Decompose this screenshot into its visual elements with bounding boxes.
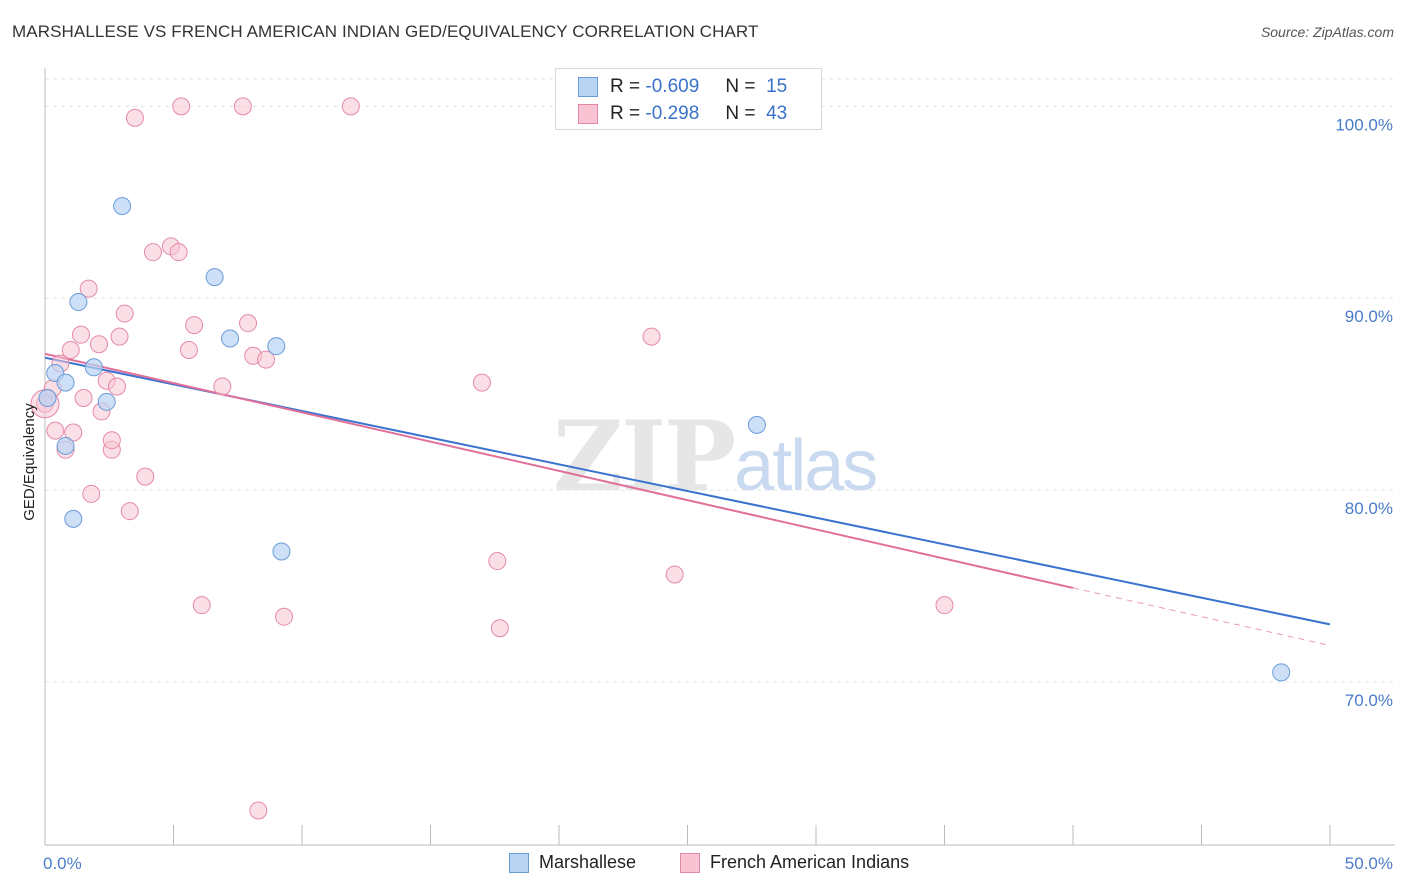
legend-swatch-french-american-indians	[578, 104, 598, 124]
x-tick-label-max: 50.0%	[1345, 854, 1393, 873]
legend-swatch-marshallese	[578, 77, 598, 97]
y-tick-label: 70.0%	[1345, 691, 1393, 710]
legend-item-marshallese[interactable]: Marshallese	[509, 852, 636, 873]
point-marshallese	[97, 392, 116, 411]
point-french-american-indians	[102, 431, 121, 450]
point-french-american-indians	[120, 502, 139, 521]
point-french-american-indians	[490, 619, 509, 638]
point-marshallese	[113, 197, 132, 216]
legend-n-label: N =	[725, 76, 756, 97]
point-french-american-indians	[233, 97, 252, 116]
point-french-american-indians	[74, 388, 93, 407]
axes	[44, 68, 1395, 846]
point-marshallese	[272, 542, 291, 561]
legend-r-label: R =	[610, 76, 641, 97]
point-marshallese	[747, 415, 766, 434]
point-french-american-indians	[257, 350, 276, 369]
point-french-american-indians	[125, 108, 144, 127]
point-french-american-indians	[192, 596, 211, 615]
point-marshallese	[1272, 663, 1291, 682]
series-legend: Marshallese French American Indians	[0, 852, 1406, 876]
point-french-american-indians	[61, 341, 80, 360]
point-french-american-indians	[275, 607, 294, 626]
point-marshallese	[64, 509, 83, 528]
point-french-american-indians	[136, 467, 155, 486]
point-french-american-indians	[472, 373, 491, 392]
legend-label-marshallese: Marshallese	[539, 852, 637, 872]
legend-row-french-american-indians: R = -0.298 N = 43	[578, 102, 787, 126]
point-french-american-indians	[71, 325, 90, 344]
correlation-legend: R = -0.609 N = 15 R = -0.298 N = 43	[555, 68, 822, 130]
point-french-american-indians	[185, 316, 204, 335]
point-french-american-indians	[239, 314, 258, 333]
point-french-american-indians	[179, 341, 198, 360]
point-french-american-indians	[143, 243, 162, 262]
point-marshallese	[38, 388, 57, 407]
point-marshallese	[205, 268, 224, 287]
legend-row-marshallese: R = -0.609 N = 15	[578, 75, 787, 99]
legend-n-value: 15	[766, 76, 788, 97]
y-tick-label: 100.0%	[1335, 115, 1393, 134]
point-french-american-indians	[172, 97, 191, 116]
legend-n-value: 43	[766, 103, 788, 124]
legend-swatch-french-american-indians	[680, 852, 700, 873]
point-french-american-indians	[79, 279, 98, 298]
point-french-american-indians	[665, 565, 684, 584]
y-tick-label: 80.0%	[1345, 499, 1393, 518]
point-french-american-indians	[64, 423, 83, 442]
point-marshallese	[267, 337, 286, 356]
tick-labels: 70.0% 80.0% 90.0% 100.0% 0.0% 50.0%	[43, 115, 1393, 873]
legend-swatch-marshallese	[509, 852, 529, 873]
source-credit: Source: ZipAtlas.com	[1260, 24, 1394, 40]
point-marshallese	[56, 373, 75, 392]
point-french-american-indians	[169, 243, 188, 262]
legend-item-french-american-indians[interactable]: French American Indians	[680, 852, 909, 873]
data-points	[30, 97, 1291, 820]
point-french-american-indians	[642, 327, 661, 346]
legend-n-label: N =	[725, 103, 756, 124]
legend-r-value: -0.298	[645, 103, 700, 124]
trend-line-french-american-indians	[44, 352, 1074, 589]
point-french-american-indians	[107, 377, 126, 396]
point-french-american-indians	[89, 335, 108, 354]
x-tick-label-min: 0.0%	[43, 854, 82, 873]
chart-title: MARSHALLESE VS FRENCH AMERICAN INDIAN GE…	[12, 22, 759, 41]
point-french-american-indians	[115, 304, 134, 323]
point-french-american-indians	[213, 377, 232, 396]
point-french-american-indians	[46, 421, 65, 440]
point-marshallese	[69, 293, 88, 312]
point-marshallese	[56, 436, 75, 455]
point-french-american-indians	[341, 97, 360, 116]
trend-lines	[44, 352, 1331, 646]
point-marshallese	[221, 329, 240, 348]
point-marshallese	[84, 358, 103, 377]
y-tick-label: 90.0%	[1345, 307, 1393, 326]
legend-label-french-american-indians: French American Indians	[710, 852, 910, 872]
point-french-american-indians	[488, 552, 507, 571]
legend-r-value: -0.609	[645, 76, 700, 97]
point-french-american-indians	[110, 327, 129, 346]
gridlines	[45, 78, 1395, 683]
point-french-american-indians	[82, 484, 101, 503]
y-axis-title: GED/Equivalency	[21, 403, 38, 521]
legend-r-label: R =	[610, 103, 641, 124]
point-french-american-indians	[249, 801, 268, 820]
watermark-atlas: atlas	[734, 426, 878, 506]
point-french-american-indians	[935, 596, 954, 615]
